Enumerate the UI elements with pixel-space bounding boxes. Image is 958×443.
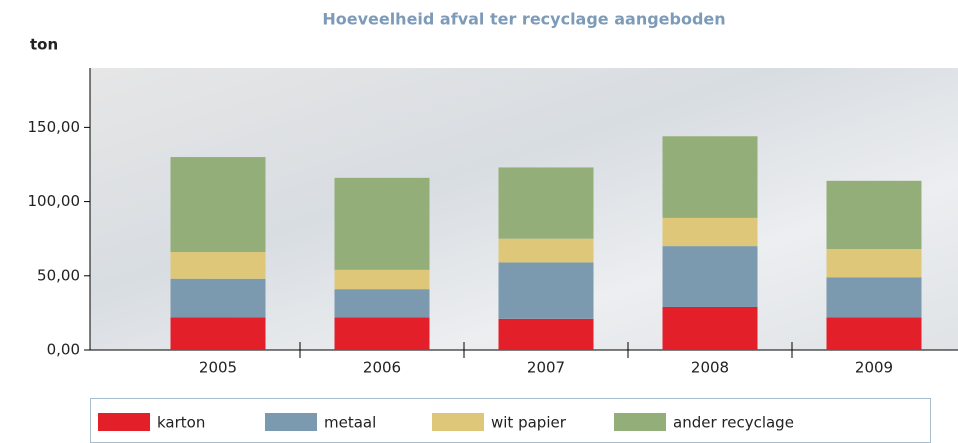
bar-segment [826,249,922,278]
legend-label: metaal [324,414,376,432]
bar-segment [170,317,266,350]
legend-swatch [98,413,150,431]
bar-segment [498,318,594,350]
bar-segment [826,317,922,350]
x-tick-label: 2008 [691,359,729,377]
bar-segment [170,252,266,279]
y-tick-label: 150,00 [28,118,81,136]
bar-segment [170,157,266,253]
bar-segment [334,289,430,318]
bar-segment [170,278,266,318]
x-tick-label: 2009 [855,359,893,377]
bar-segment [826,180,922,250]
chart-title: Hoeveelheid afval ter recyclage aangebod… [322,10,725,29]
legend-label: wit papier [491,414,567,432]
y-tick-label: 100,00 [28,192,81,210]
x-tick-label: 2005 [199,359,237,377]
legend-swatch [432,413,484,431]
bar-segment [334,177,430,270]
bar-segment [662,306,758,350]
bar-segment [662,217,758,247]
legend-label: ander recyclage [673,414,794,432]
bar-segment [334,317,430,350]
bar-segment [826,277,922,318]
bar-segment [334,269,430,290]
x-tick-label: 2007 [527,359,565,377]
legend-box [90,398,931,443]
y-tick-label: 50,00 [37,266,80,284]
x-tick-label: 2006 [363,359,401,377]
bar-segment [498,167,594,239]
bar-segment [498,238,594,263]
bar-segment [662,246,758,307]
legend-swatch [614,413,666,431]
bar-segment [662,136,758,218]
legend-swatch [265,413,317,431]
y-axis-label: ton [30,36,58,54]
legend-label: karton [157,414,205,432]
y-tick-label: 0,00 [47,341,80,359]
bar-segment [498,262,594,319]
